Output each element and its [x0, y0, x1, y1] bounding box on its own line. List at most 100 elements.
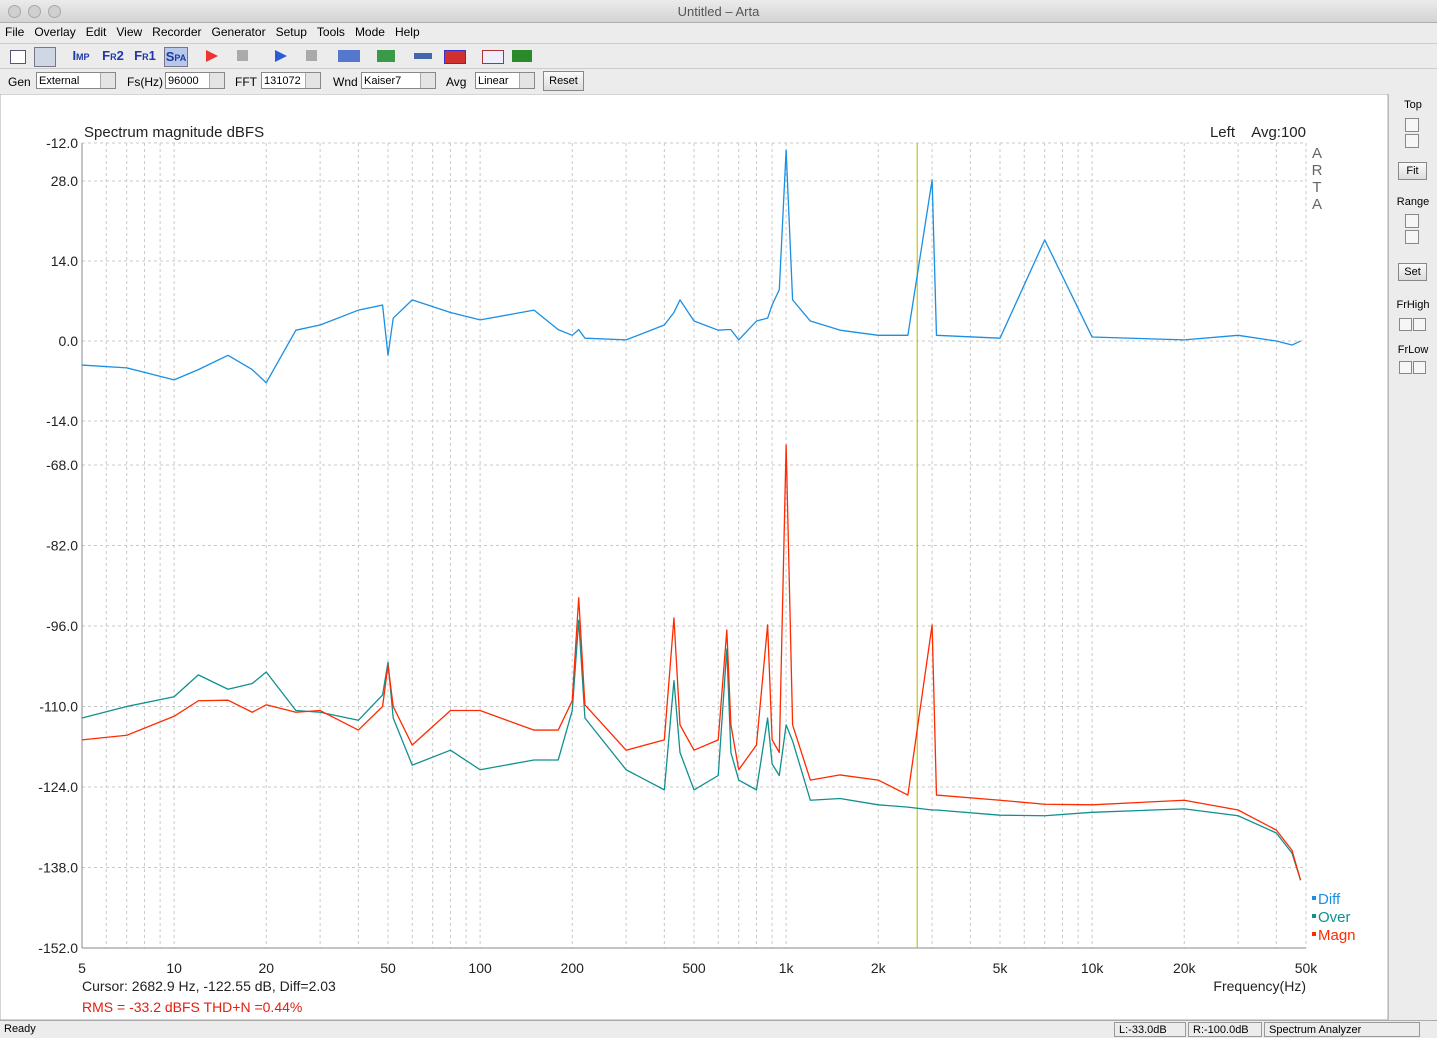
x-tick-label: 20k [1173, 960, 1197, 976]
x-tick-label: 5k [993, 960, 1009, 976]
y-tick-label: -82.0 [46, 538, 78, 554]
zoom-button[interactable] [48, 5, 61, 18]
window-title: Untitled – Arta [677, 4, 760, 19]
legend-swatch [1312, 932, 1316, 936]
menu-item[interactable]: Tools [316, 25, 345, 39]
x-tick-label: 10 [166, 960, 182, 976]
frlow-right[interactable] [1413, 361, 1426, 374]
fit-button[interactable]: Fit [1398, 162, 1427, 180]
legend-label: Over [1318, 909, 1351, 926]
legend-label: Diff [1318, 891, 1341, 908]
stop-icon[interactable] [237, 50, 248, 61]
title-bar: Untitled – Arta [0, 0, 1437, 23]
menu-item[interactable]: Mode [354, 25, 385, 39]
meter-icon[interactable] [444, 50, 466, 64]
y-tick-label: -152.0 [38, 940, 78, 956]
open-icon[interactable] [34, 47, 56, 67]
grid-icon[interactable] [377, 50, 395, 62]
control-label: Fs(Hz) [127, 75, 163, 89]
stop2-icon[interactable] [306, 50, 317, 61]
x-tick-label: 5 [78, 960, 86, 976]
y-tick-label: -124.0 [38, 779, 78, 795]
x-tick-label: 1k [779, 960, 795, 976]
abc-icon[interactable] [338, 50, 360, 62]
y-tick-label: 0.0 [59, 333, 79, 349]
set-button[interactable]: Set [1398, 263, 1427, 281]
frlow-left[interactable] [1399, 361, 1412, 374]
x-tick-label: 100 [468, 960, 492, 976]
spa-button[interactable]: Spa [164, 47, 188, 67]
close-button[interactable] [8, 5, 21, 18]
menu-item[interactable]: Setup [275, 25, 307, 39]
menu-item[interactable]: View [116, 25, 143, 39]
fr2-button[interactable]: Fr2 [102, 48, 124, 63]
control-label: Wnd [333, 75, 358, 89]
control-label: Avg [446, 75, 467, 89]
frhigh-right[interactable] [1413, 318, 1426, 331]
probe-icon[interactable] [414, 53, 432, 59]
menu-item[interactable]: Recorder [152, 25, 202, 39]
watermark-letter: R [1312, 162, 1323, 179]
x-tick-label: 200 [561, 960, 585, 976]
top-label: Top [1404, 99, 1422, 111]
control-bar: Gen External Fs(Hz) 96000 FFT 131072 Wnd… [0, 68, 1437, 94]
legend-swatch [1312, 914, 1316, 918]
status-right-level: R:-100.0dB [1188, 1022, 1262, 1037]
side-panel: Top Fit Range Set FrHigh FrLow [1388, 94, 1437, 1020]
generator-icon[interactable] [482, 50, 504, 64]
status-bar: Ready L:-33.0dB R:-100.0dB Spectrum Anal… [0, 1020, 1437, 1038]
watermark-letter: A [1312, 145, 1322, 162]
y-tick-label: -12.0 [46, 135, 78, 151]
menu-item[interactable]: Generator [211, 25, 266, 39]
top-up[interactable] [1405, 118, 1419, 132]
frlow-label: FrLow [1397, 344, 1429, 356]
minimize-button[interactable] [28, 5, 41, 18]
control-label: Gen [8, 75, 31, 89]
y-tick-label: 14.0 [51, 253, 78, 269]
menu-item[interactable]: Overlay [34, 25, 76, 39]
watermark-letter: A [1312, 196, 1322, 213]
range-label: Range [1396, 196, 1430, 208]
rms-readout: RMS = -33.2 dBFS THD+N =0.44% [82, 999, 302, 1015]
record-icon[interactable] [206, 50, 218, 62]
imp-button[interactable]: Imp [72, 48, 90, 63]
menu-item[interactable]: File [5, 25, 25, 39]
x-tick-label: 2k [871, 960, 887, 976]
control-select[interactable]: 96000 [165, 72, 225, 89]
reset-button[interactable]: Reset [543, 71, 584, 91]
control-select[interactable]: Kaiser7 [361, 72, 436, 89]
range-up[interactable] [1405, 214, 1419, 228]
watermark-letter: T [1312, 179, 1321, 196]
control-select[interactable]: 131072 [261, 72, 321, 89]
control-select[interactable]: Linear [475, 72, 535, 89]
spectrum-chart: Spectrum magnitude dBFS Left Avg:100 Fre… [0, 94, 1388, 1020]
x-tick-label: 20 [258, 960, 274, 976]
chart-title: Spectrum magnitude dBFS [84, 124, 264, 141]
scope-icon[interactable] [512, 50, 532, 62]
new-icon[interactable] [10, 50, 26, 64]
x-axis-label: Frequency(Hz) [1213, 978, 1306, 994]
menu-item[interactable]: Edit [85, 25, 107, 39]
range-down[interactable] [1405, 230, 1419, 244]
play-icon[interactable] [275, 50, 287, 62]
frhigh-label: FrHigh [1396, 299, 1430, 311]
x-tick-label: 50k [1295, 960, 1319, 976]
frhigh-left[interactable] [1399, 318, 1412, 331]
control-label: FFT [235, 75, 257, 89]
status-left-level: L:-33.0dB [1114, 1022, 1186, 1037]
fr1-button[interactable]: Fr1 [134, 48, 156, 63]
top-down[interactable] [1405, 134, 1419, 148]
y-tick-label: -138.0 [38, 860, 78, 876]
legend-label: Magn [1318, 927, 1356, 944]
y-tick-label: -96.0 [46, 618, 78, 634]
y-tick-label: -14.0 [46, 413, 78, 429]
x-tick-label: 50 [380, 960, 396, 976]
legend-swatch [1312, 896, 1316, 900]
status-mode: Spectrum Analyzer [1264, 1022, 1420, 1037]
y-tick-label: -68.0 [46, 457, 78, 473]
x-tick-label: 10k [1081, 960, 1105, 976]
control-select[interactable]: External [36, 72, 116, 89]
menu-item[interactable]: Help [394, 25, 420, 39]
toolbar: Imp Fr2 Fr1 Spa [0, 43, 1437, 68]
